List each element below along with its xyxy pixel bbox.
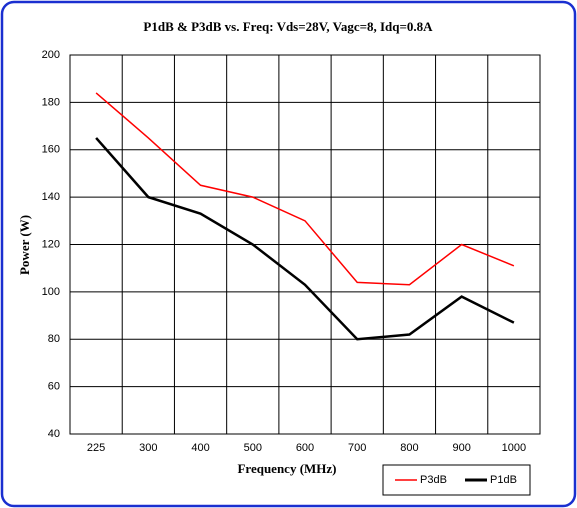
y-tick-label: 100	[42, 286, 60, 298]
x-tick-label: 900	[452, 442, 470, 454]
y-tick-label: 120	[42, 238, 60, 250]
series-line	[95, 137, 515, 341]
y-tick-label: 140	[42, 191, 60, 203]
y-tick-label: 180	[42, 96, 60, 108]
x-tick-label: 300	[139, 442, 157, 454]
x-tick-label: 225	[87, 442, 105, 454]
x-tick-label: 800	[400, 442, 418, 454]
legend-label: P1dB	[490, 474, 517, 486]
series-line	[95, 92, 515, 286]
x-tick-label: 700	[348, 442, 366, 454]
x-tick-label: 400	[191, 442, 209, 454]
y-axis-label: Power (W)	[17, 215, 32, 275]
x-tick-label: 600	[296, 442, 314, 454]
y-tick-label: 40	[48, 428, 60, 440]
y-tick-label: 200	[42, 49, 60, 61]
y-tick-label: 60	[48, 381, 60, 393]
legend-label: P3dB	[420, 474, 447, 486]
chart-title: P1dB & P3dB vs. Freq: Vds=28V, Vagc=8, I…	[143, 19, 433, 34]
y-tick-label: 80	[48, 333, 60, 345]
x-tick-label: 500	[244, 442, 262, 454]
x-tick-label: 1000	[502, 442, 526, 454]
x-axis-label: Frequency (MHz)	[237, 461, 336, 476]
y-tick-label: 160	[42, 144, 60, 156]
plot-border	[69, 54, 541, 435]
